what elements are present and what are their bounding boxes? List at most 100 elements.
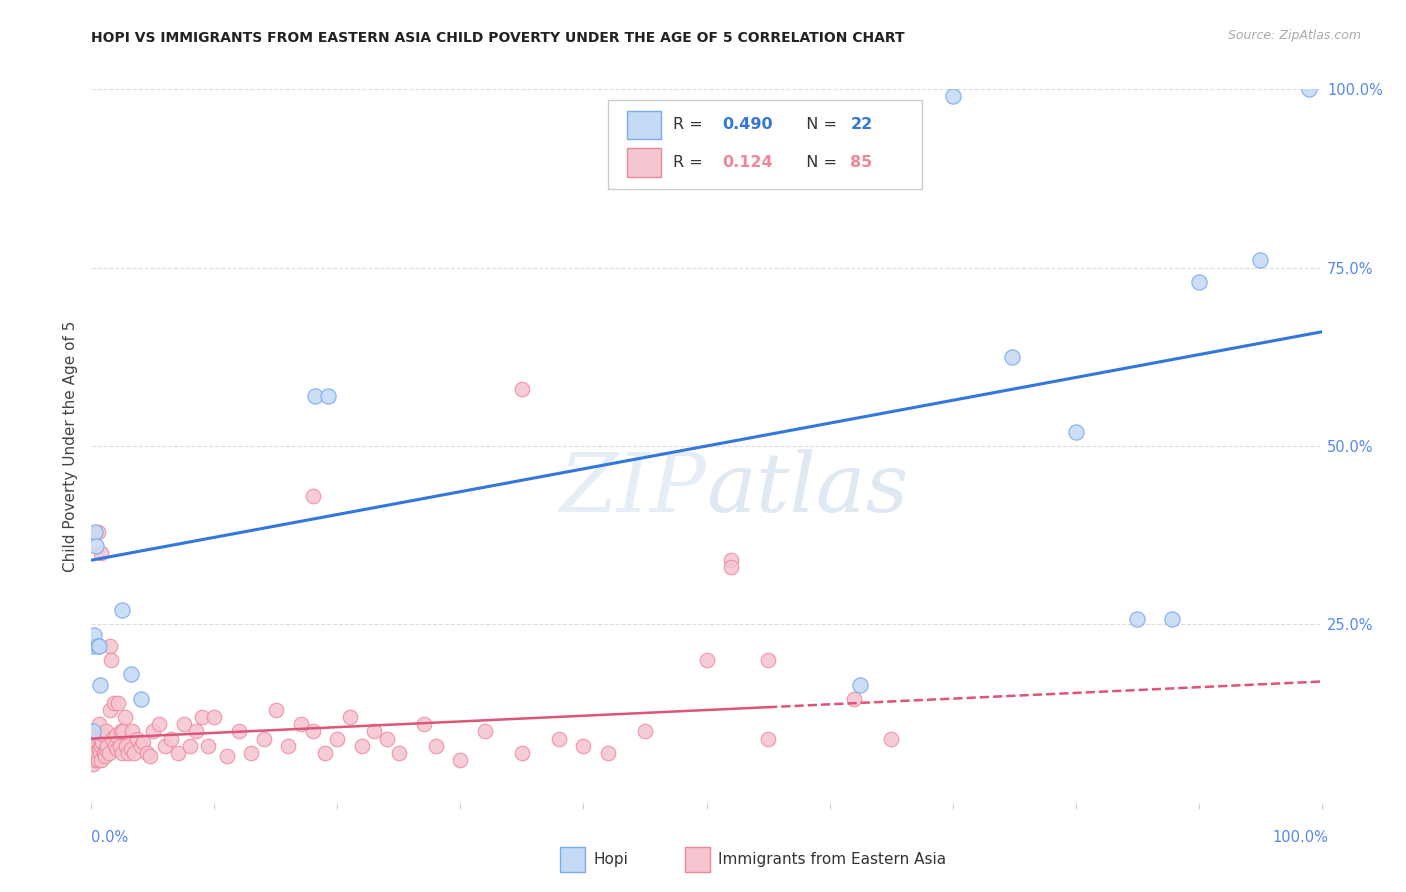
Text: HOPI VS IMMIGRANTS FROM EASTERN ASIA CHILD POVERTY UNDER THE AGE OF 5 CORRELATIO: HOPI VS IMMIGRANTS FROM EASTERN ASIA CHI…	[91, 31, 905, 45]
Point	[314, 746, 336, 760]
Point	[510, 746, 533, 760]
Text: N =: N =	[796, 155, 842, 170]
Point	[449, 753, 471, 767]
Text: 0.490: 0.490	[723, 118, 773, 132]
Point	[290, 717, 312, 731]
Point	[105, 742, 128, 756]
Point	[197, 739, 219, 753]
Point	[166, 746, 188, 760]
Point	[114, 739, 138, 753]
Point	[125, 731, 148, 746]
Point	[89, 731, 111, 746]
Point	[720, 553, 742, 567]
Point	[596, 746, 619, 760]
Point	[142, 724, 165, 739]
Point	[756, 731, 779, 746]
Point	[301, 724, 323, 739]
Point	[90, 546, 112, 560]
Point	[1187, 275, 1209, 289]
Text: 85: 85	[851, 155, 873, 170]
Point	[93, 746, 115, 760]
Point	[86, 735, 108, 749]
Point	[96, 742, 117, 756]
Point	[87, 717, 110, 731]
Point	[89, 746, 111, 760]
Point	[86, 524, 108, 539]
Point	[114, 710, 136, 724]
Point	[105, 728, 127, 742]
Point	[108, 739, 131, 753]
Point	[107, 696, 129, 710]
Point	[121, 724, 143, 739]
Point	[132, 735, 155, 749]
Point	[173, 717, 195, 731]
Text: 0.0%: 0.0%	[91, 830, 128, 845]
FancyBboxPatch shape	[607, 100, 922, 189]
Text: R =: R =	[673, 118, 709, 132]
Point	[326, 731, 349, 746]
Point	[1160, 612, 1182, 626]
Point	[849, 678, 872, 692]
Point	[86, 746, 108, 760]
Text: 0.124: 0.124	[723, 155, 773, 170]
Point	[264, 703, 287, 717]
Point	[120, 742, 142, 756]
Point	[124, 746, 146, 760]
Text: Source: ZipAtlas.com: Source: ZipAtlas.com	[1227, 29, 1361, 42]
Point	[120, 667, 142, 681]
Point	[1000, 350, 1022, 364]
Point	[111, 746, 134, 760]
Point	[98, 703, 121, 717]
Text: Hopi: Hopi	[593, 853, 628, 867]
Point	[104, 739, 127, 753]
Point	[634, 724, 657, 739]
Point	[94, 749, 117, 764]
Point	[86, 539, 108, 553]
Point	[96, 739, 118, 753]
Point	[89, 678, 111, 692]
Point	[90, 739, 112, 753]
Point	[129, 739, 152, 753]
Point	[100, 653, 122, 667]
Point	[87, 742, 110, 756]
Point	[103, 696, 125, 710]
Point	[215, 749, 238, 764]
Point	[412, 717, 434, 731]
Point	[695, 653, 717, 667]
Point	[375, 731, 398, 746]
Point	[339, 710, 361, 724]
Point	[84, 742, 107, 756]
Point	[82, 639, 104, 653]
Point	[510, 382, 533, 396]
Point	[98, 639, 121, 653]
Point	[111, 603, 134, 617]
Point	[153, 739, 177, 753]
Point	[90, 753, 112, 767]
Point	[96, 724, 117, 739]
Point	[82, 756, 104, 771]
Point	[1249, 253, 1271, 268]
Point	[277, 739, 299, 753]
Point	[425, 739, 447, 753]
Point	[941, 89, 963, 103]
Point	[388, 746, 411, 760]
Point	[179, 739, 201, 753]
FancyBboxPatch shape	[627, 148, 661, 177]
Point	[304, 389, 326, 403]
Point	[474, 724, 496, 739]
Point	[84, 524, 107, 539]
Point	[83, 628, 105, 642]
Text: 100.0%: 100.0%	[1272, 830, 1329, 845]
Point	[148, 717, 170, 731]
Point	[84, 753, 107, 767]
Point	[83, 739, 105, 753]
Point	[91, 735, 114, 749]
Text: ZIP: ZIP	[560, 449, 706, 529]
Point	[135, 746, 157, 760]
Text: atlas: atlas	[706, 449, 908, 529]
Point	[184, 724, 207, 739]
Point	[117, 746, 139, 760]
Point	[363, 724, 385, 739]
FancyBboxPatch shape	[627, 111, 661, 139]
Point	[129, 692, 152, 706]
